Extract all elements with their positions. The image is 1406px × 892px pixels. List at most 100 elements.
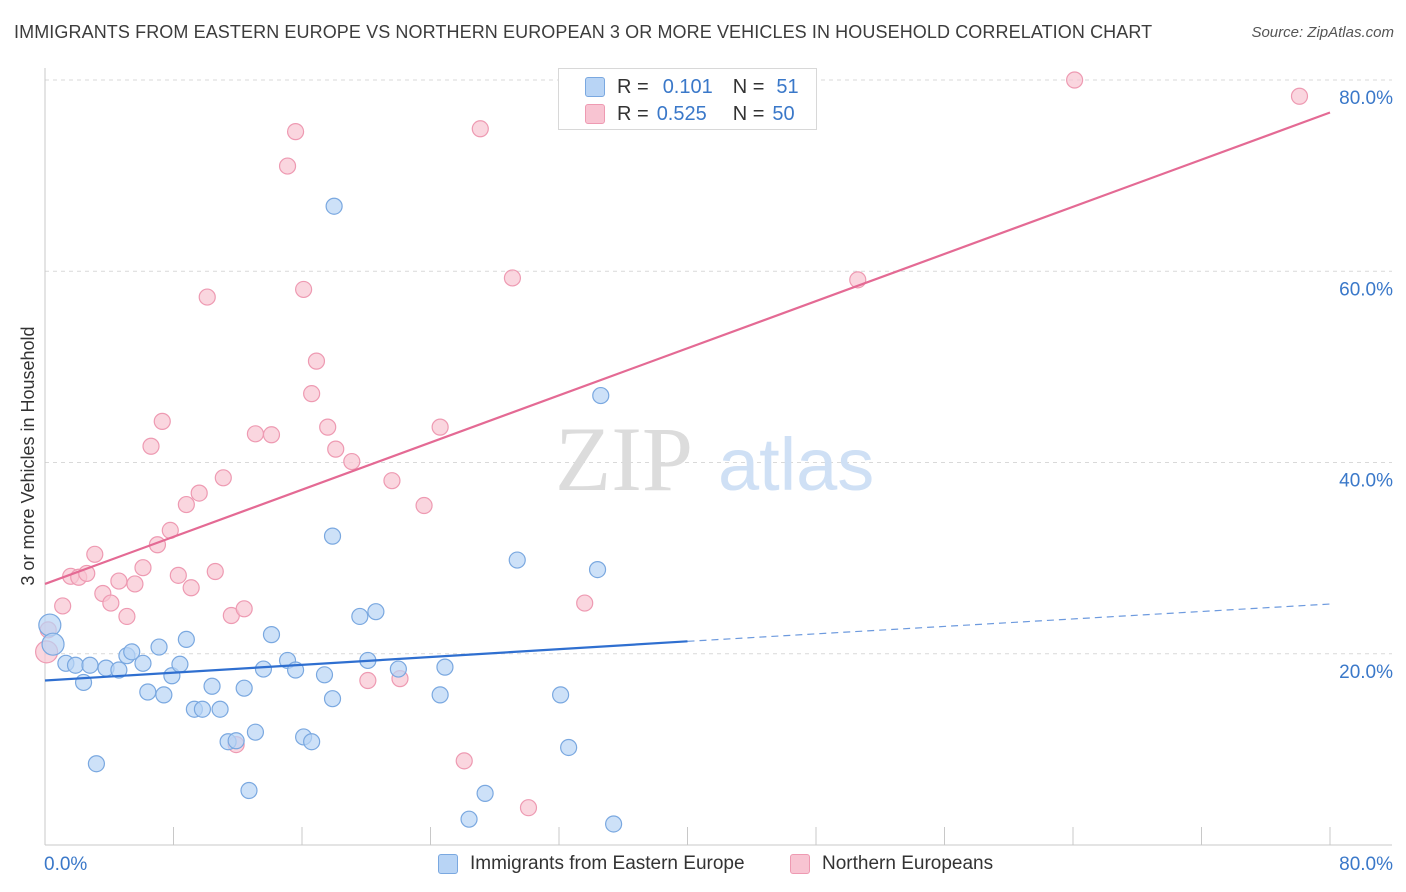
scatter-point [503,269,522,287]
bottom-legend-label-blue: Immigrants from Eastern Europe [470,853,745,874]
scatter-point [110,572,128,590]
scatter-point [134,559,152,577]
x-tick-labels: 0.0% 80.0% [44,854,1393,875]
scatter-point [198,288,216,306]
scatter-point [592,386,610,405]
chart-title: IMMIGRANTS FROM EASTERN EUROPE VS NORTHE… [14,22,1153,42]
scatter-point [319,418,337,436]
scatter-point [86,545,104,563]
scatter-point [206,562,224,581]
scatter-point [177,630,195,649]
scatter-point [246,425,265,443]
scatter-point [54,597,72,615]
source-label: Source: ZipAtlas.com [1251,24,1394,41]
scatter-point [286,123,305,141]
scatter-point [307,352,326,370]
y-tick-label: 80.0% [1339,88,1393,109]
scatter-point [126,575,144,593]
legend-r-value: 0.525 [656,102,707,125]
scatter-point [367,603,385,621]
stats-legend: R = 0.101 N = 51 R = 0.525 N = 50 [558,68,817,130]
scatter-point [110,661,128,679]
scatter-point [214,469,232,487]
scatter-point [431,418,449,436]
legend-row-blue: R = 0.101 N = 51 [585,74,799,100]
scatter-point [605,815,623,833]
y-tick-label: 60.0% [1339,279,1393,300]
scatter-point [193,700,212,718]
scatter-point [182,579,200,597]
legend-swatch-blue [585,77,605,97]
scatter-point [325,197,343,215]
scatter-point [588,560,607,579]
scatter-point [389,660,407,678]
scatter-point [343,452,361,471]
x-tick-label: 0.0% [44,854,87,875]
x-tick-label: 80.0% [1339,854,1393,875]
legend-n-label: N = [732,75,765,98]
scatter-point [359,671,377,690]
scatter-point [383,472,401,490]
scatter-point [508,551,526,569]
scatter-point [240,781,258,800]
scatter-point [278,157,297,175]
bottom-legend-label-pink: Northern Europeans [822,853,994,874]
scatter-point [455,752,473,770]
watermark-zip: ZIP [555,408,693,510]
scatter-point [303,385,321,403]
scatter-point [460,810,478,828]
scatter-point [476,784,494,802]
watermark-atlas: atlas [718,423,874,506]
legend-swatch-pink [585,104,605,124]
scatter-point [227,732,245,750]
scatter-point [235,679,253,697]
scatter-point [327,440,345,458]
scatter-point [211,700,229,718]
legend-row-pink: R = 0.525 N = 50 [585,101,795,127]
axes [44,68,1392,846]
scatter-point [118,607,136,626]
scatter-point [177,495,195,514]
scatter-point [323,690,342,708]
scatter-point [142,437,160,455]
series-eastern-europe [38,197,623,833]
trend-line-blue [44,640,688,682]
scatter-point [436,658,454,676]
scatter-point [66,656,85,674]
scatter-point [169,566,187,584]
bottom-legend-swatch-blue [438,854,458,874]
trend-line-blue-extension [687,603,1331,642]
scatter-point [87,755,106,773]
scatter-point [246,723,265,741]
scatter-point [102,594,120,612]
scatter-point [150,638,168,656]
scatter-point [303,733,321,751]
scatter-point [81,656,99,674]
y-tick-label: 20.0% [1339,662,1393,683]
scatter-point [552,686,570,704]
scatter-point [123,643,141,661]
scatter-point [1066,71,1084,89]
scatter-point [41,632,65,656]
scatter-point [153,412,171,430]
trend-line-pink [44,111,1331,585]
y-tick-label: 40.0% [1339,471,1393,492]
scatter-point [576,594,594,612]
scatter-point [235,600,253,618]
scatter-point [519,799,538,817]
scatter-point [262,426,281,444]
scatter-point [431,686,449,704]
scatter-point [1290,87,1309,105]
grid-lines [45,79,1392,655]
scatter-point [351,607,369,626]
legend-n-label: N = [732,102,765,125]
scatter-point [190,484,208,502]
scatter-point [38,613,62,637]
bottom-legend-blue: Immigrants from Eastern Europe [438,852,745,876]
bottom-legend-pink: Northern Europeans [790,852,993,876]
scatter-point [295,280,313,299]
scatter-point [560,738,578,757]
scatter-point [323,527,342,545]
scatter-point [139,683,157,701]
